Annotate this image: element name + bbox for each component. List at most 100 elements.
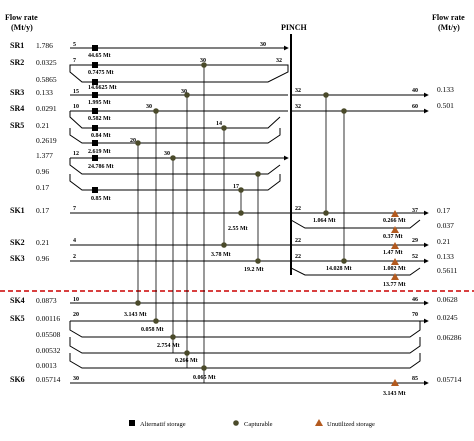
- line-numbers: 5 30 7 30 32 15 30 32 40 10 30 32 60 14 20 12 30 17 7 22 37 4…: [73, 42, 418, 382]
- line-number: 22: [295, 238, 301, 244]
- stream-sr-096: [69, 158, 281, 175]
- stream-sk1-branch: [290, 213, 421, 229]
- line-number: 30: [260, 42, 266, 48]
- unutilized-markers: [391, 210, 399, 386]
- line-number: 17: [233, 184, 239, 190]
- line-number: 7: [73, 206, 76, 212]
- storage-caption: 2.619 Mt: [88, 149, 111, 155]
- storage-caption: 0.065 Mt: [193, 375, 216, 381]
- storage-caption: 1.47 Mt: [383, 250, 403, 256]
- flow-value-left: 0.17: [36, 206, 49, 215]
- flow-value-left: 1.377: [36, 151, 53, 160]
- alt-storage-icon: [92, 140, 98, 146]
- unit-header-right: (Mt/y): [438, 23, 460, 32]
- left-flow-values: 1.786 0.0325 0.5865 0.133 0.0291 0.21 0.2619 1.…: [36, 41, 61, 384]
- storage-caption: 14.6625 Mt: [88, 85, 117, 91]
- row-label: SR4: [10, 104, 24, 113]
- alt-storage-icon: [92, 108, 98, 114]
- alt-storage-legend-icon: [129, 420, 135, 426]
- row-label: SK6: [10, 375, 25, 384]
- alt-storage-icon: [92, 125, 98, 131]
- flow-value-left: 0.00532: [36, 346, 61, 355]
- line-number: 30: [164, 151, 170, 157]
- row-label: SR1: [10, 41, 24, 50]
- flow-value-left: 0.0013: [36, 361, 57, 370]
- stream-sk5-b1: [69, 321, 421, 338]
- capturable-icon: [238, 187, 244, 193]
- line-number: 29: [412, 238, 418, 244]
- flow-value-left: 0.00116: [36, 314, 60, 323]
- line-number: 2: [73, 254, 76, 260]
- stream-sr-017: [69, 174, 281, 191]
- line-number: 46: [412, 297, 418, 303]
- line-number: 15: [73, 89, 79, 95]
- flow-value-left: 0.21: [36, 238, 49, 247]
- line-number: 30: [146, 104, 152, 110]
- storage-caption: 0.7475 Mt: [88, 70, 114, 76]
- alt-storage-icon: [92, 155, 98, 161]
- flow-value-right: 0.133: [437, 252, 454, 261]
- alt-storage-icon: [92, 92, 98, 98]
- row-label: SK3: [10, 254, 25, 263]
- line-number: 70: [412, 312, 418, 318]
- row-label: SR5: [10, 121, 24, 130]
- flow-value-right: 0.0628: [437, 295, 458, 304]
- row-label: SK4: [10, 296, 25, 305]
- line-number: 22: [295, 206, 301, 212]
- line-number: 30: [73, 376, 79, 382]
- alt-storage-icon: [92, 45, 98, 51]
- flow-rate-header-right: Flow rate: [432, 13, 465, 22]
- storage-caption: 2.55 Mt: [228, 226, 248, 232]
- unutilized-icon: [391, 226, 399, 233]
- line-number: 4: [73, 238, 76, 244]
- storage-caption: 13.77 Mt: [383, 282, 406, 288]
- flow-value-left: 0.96: [36, 254, 49, 263]
- storage-caption: 0.582 Mt: [88, 116, 111, 122]
- line-number: 85: [412, 376, 418, 382]
- storage-caption: 0.266 Mt: [175, 358, 198, 364]
- flow-value-left: 0.5865: [36, 75, 57, 84]
- flow-value-right: 0.501: [437, 101, 454, 110]
- flow-value-right: 0.21: [437, 237, 450, 246]
- storage-caption: 14.028 Mt: [326, 266, 352, 272]
- row-label: SK1: [10, 206, 25, 215]
- capturable-legend-icon: [233, 420, 239, 426]
- line-number: 60: [412, 104, 418, 110]
- capturable-icon: [255, 171, 261, 177]
- capturable-icon: [170, 334, 176, 340]
- legend-unutilized: Unutilized storage: [327, 421, 375, 428]
- unutilized-icon: [391, 210, 399, 217]
- unutilized-icon: [391, 273, 399, 280]
- row-labels: SR1 SR2 SR3 SR4 SR5 SK1 SK2 SK3 SK4 SK5 SK6: [10, 41, 25, 384]
- flow-value-left: 0.17: [36, 183, 49, 192]
- line-number: 32: [295, 88, 301, 94]
- stream-sr5: [69, 128, 281, 144]
- capturable-icon: [341, 258, 347, 264]
- row-label: SK5: [10, 314, 25, 323]
- capturable-icon: [153, 318, 159, 324]
- flow-value-left: 1.786: [36, 41, 53, 50]
- flow-value-left: 0.96: [36, 167, 49, 176]
- line-number: 37: [412, 208, 418, 214]
- stream-sr4-branch: [69, 111, 281, 129]
- storage-caption: 0.266 Mt: [383, 218, 406, 224]
- capturable-icon: [255, 258, 261, 264]
- row-label: SR2: [10, 58, 24, 67]
- unutilized-icon: [391, 258, 399, 265]
- flow-value-left: 0.0325: [36, 58, 57, 67]
- flow-value-left: 0.0291: [36, 104, 57, 113]
- flow-rate-header-left: Flow rate: [5, 13, 38, 22]
- line-number: 30: [181, 89, 187, 95]
- line-number: 10: [73, 297, 79, 303]
- capturable-icon: [221, 242, 227, 248]
- capturable-icon: [341, 108, 347, 114]
- right-source-streams: [291, 92, 429, 114]
- line-number: 30: [200, 58, 206, 64]
- unutilized-icon: [391, 242, 399, 249]
- unutilized-icon: [391, 379, 399, 386]
- source-streams: [69, 45, 289, 191]
- flow-value-left: 0.0873: [36, 296, 57, 305]
- storage-caption: 0.37 Mt: [383, 234, 403, 240]
